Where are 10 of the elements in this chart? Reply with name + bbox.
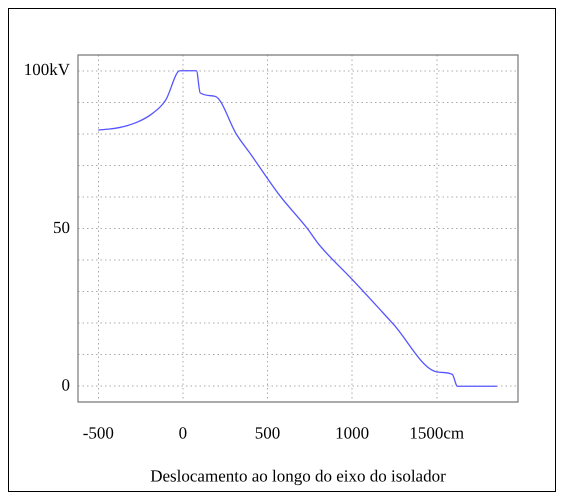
line-series bbox=[98, 70, 498, 387]
y-tick-label: 100kV bbox=[24, 60, 71, 80]
x-tick-label: 1500cm bbox=[409, 424, 464, 443]
x-axis-title: Deslocamento ao longo do eixo do isolador bbox=[150, 466, 446, 486]
x-tick-label: 500 bbox=[254, 424, 280, 443]
x-tick-label: 0 bbox=[178, 424, 188, 443]
y-tick-label: 0 bbox=[62, 376, 70, 395]
y-tick-label: 50 bbox=[53, 218, 70, 237]
x-tick-label: 1000 bbox=[335, 424, 370, 443]
x-tick-label: -500 bbox=[82, 424, 114, 443]
